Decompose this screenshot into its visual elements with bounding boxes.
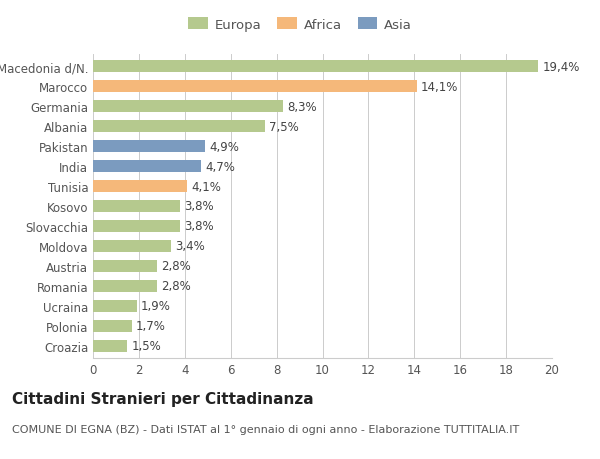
Bar xyxy=(93,300,137,312)
Text: 2,8%: 2,8% xyxy=(161,280,191,293)
Bar xyxy=(93,161,201,173)
Bar xyxy=(93,141,205,153)
Text: 4,9%: 4,9% xyxy=(209,140,239,153)
Legend: Europa, Africa, Asia: Europa, Africa, Asia xyxy=(188,18,412,32)
Bar xyxy=(93,201,180,213)
Text: 2,8%: 2,8% xyxy=(161,260,191,273)
Bar xyxy=(93,181,187,193)
Text: 7,5%: 7,5% xyxy=(269,120,299,133)
Bar xyxy=(93,280,157,292)
Text: 8,3%: 8,3% xyxy=(287,101,317,113)
Bar xyxy=(93,101,283,113)
Bar xyxy=(93,320,132,332)
Bar xyxy=(93,81,416,93)
Bar xyxy=(93,241,171,252)
Bar xyxy=(93,121,265,133)
Text: 4,7%: 4,7% xyxy=(205,160,235,173)
Text: 1,5%: 1,5% xyxy=(131,340,161,353)
Bar xyxy=(93,260,157,272)
Text: 4,1%: 4,1% xyxy=(191,180,221,193)
Text: COMUNE DI EGNA (BZ) - Dati ISTAT al 1° gennaio di ogni anno - Elaborazione TUTTI: COMUNE DI EGNA (BZ) - Dati ISTAT al 1° g… xyxy=(12,424,519,434)
Bar xyxy=(93,220,180,232)
Text: Cittadini Stranieri per Cittadinanza: Cittadini Stranieri per Cittadinanza xyxy=(12,391,314,406)
Text: 3,4%: 3,4% xyxy=(175,240,205,253)
Bar xyxy=(93,340,127,352)
Text: 1,9%: 1,9% xyxy=(141,300,170,313)
Text: 19,4%: 19,4% xyxy=(542,61,580,73)
Bar xyxy=(93,61,538,73)
Text: 3,8%: 3,8% xyxy=(184,220,214,233)
Text: 1,7%: 1,7% xyxy=(136,319,166,333)
Text: 3,8%: 3,8% xyxy=(184,200,214,213)
Text: 14,1%: 14,1% xyxy=(421,80,458,94)
